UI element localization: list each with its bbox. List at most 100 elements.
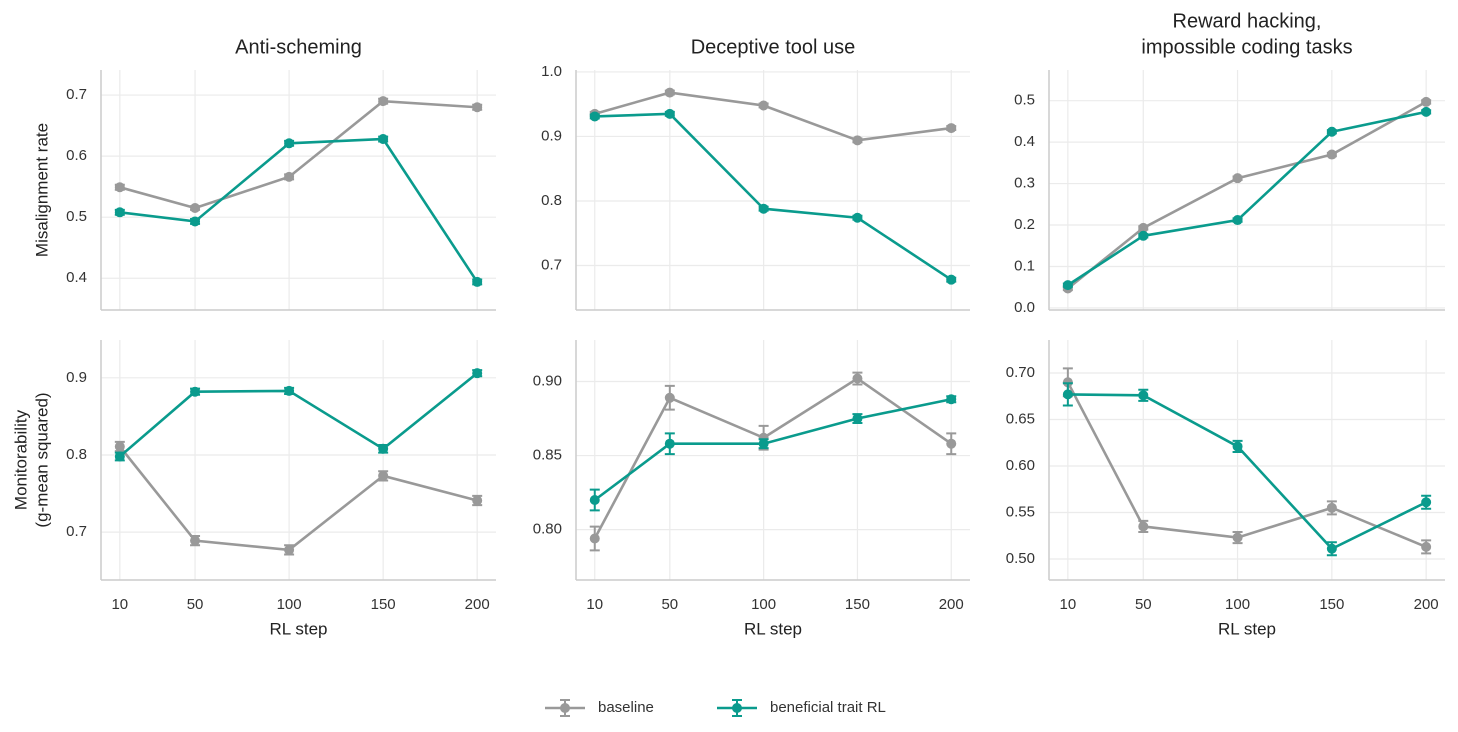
y-tick-label: 0.0 xyxy=(1014,299,1035,316)
x-tick-label: 150 xyxy=(371,596,396,613)
point xyxy=(1138,521,1149,532)
point xyxy=(114,182,125,193)
series-line xyxy=(119,99,478,210)
point xyxy=(852,373,863,384)
point xyxy=(472,495,483,506)
point xyxy=(1421,497,1432,508)
x-tick-label: 10 xyxy=(1060,596,1077,613)
series-line xyxy=(594,91,952,142)
point xyxy=(589,495,600,505)
point xyxy=(1421,541,1432,552)
legend-marker xyxy=(732,703,742,713)
y-axis-label: Monitorability xyxy=(11,409,30,510)
legend-item: beneficial trait RL xyxy=(717,699,886,717)
point xyxy=(852,413,863,424)
point xyxy=(114,207,125,218)
series-line xyxy=(118,372,479,458)
x-tick-label: 200 xyxy=(939,596,964,613)
point xyxy=(946,123,957,134)
x-tick-label: 100 xyxy=(751,596,776,613)
point xyxy=(1326,543,1337,554)
point xyxy=(1326,149,1337,160)
point xyxy=(472,102,483,113)
point xyxy=(284,171,295,182)
y-tick-label: 0.3 xyxy=(1014,175,1035,192)
y-axis-label: (g-mean squared) xyxy=(32,392,51,527)
point xyxy=(1232,441,1243,452)
y-tick-label: 0.7 xyxy=(541,256,562,273)
point xyxy=(190,535,201,546)
x-tick-label: 200 xyxy=(1414,596,1439,613)
point xyxy=(946,394,957,405)
x-tick-label: 100 xyxy=(277,596,302,613)
y-tick-label: 0.5 xyxy=(66,208,87,225)
point xyxy=(664,108,675,119)
point xyxy=(1421,106,1432,117)
panel-title: Deceptive tool use xyxy=(691,36,856,58)
point xyxy=(190,203,201,214)
y-tick-label: 0.90 xyxy=(533,372,562,389)
point xyxy=(378,134,389,145)
y-tick-label: 0.4 xyxy=(66,269,87,286)
point xyxy=(284,385,295,396)
point xyxy=(589,533,600,544)
y-tick-label: 0.6 xyxy=(66,147,87,164)
point xyxy=(284,544,295,555)
x-tick-label: 50 xyxy=(187,596,204,613)
point xyxy=(758,100,769,111)
point xyxy=(190,216,201,227)
y-tick-label: 0.9 xyxy=(66,369,87,386)
x-tick-label: 100 xyxy=(1225,596,1250,613)
point xyxy=(378,443,389,454)
y-tick-label: 1.0 xyxy=(541,63,562,80)
series-line xyxy=(119,137,479,283)
x-axis-label: RL step xyxy=(744,619,802,638)
panel-title: Anti-scheming xyxy=(235,36,362,58)
point xyxy=(1138,222,1149,233)
x-axis-label: RL step xyxy=(1218,619,1276,638)
y-tick-label: 0.8 xyxy=(541,192,562,209)
point xyxy=(1138,230,1149,241)
x-tick-label: 200 xyxy=(465,596,490,613)
series-line xyxy=(1067,100,1427,290)
point xyxy=(1062,389,1073,400)
point xyxy=(1232,532,1243,543)
y-tick-label: 0.5 xyxy=(1014,92,1035,109)
y-tick-label: 0.85 xyxy=(533,447,562,464)
series-line xyxy=(118,445,478,552)
series-line xyxy=(1067,110,1427,287)
x-tick-label: 50 xyxy=(1135,596,1152,613)
x-axis-label: RL step xyxy=(270,619,328,638)
x-tick-label: 150 xyxy=(1319,596,1344,613)
point xyxy=(472,368,483,379)
legend-marker xyxy=(560,703,570,713)
series-line xyxy=(594,112,952,281)
y-tick-label: 0.9 xyxy=(541,127,562,144)
point xyxy=(472,276,483,287)
y-tick-label: 0.55 xyxy=(1006,503,1035,520)
legend-label: beneficial trait RL xyxy=(770,699,886,716)
series-line xyxy=(1066,381,1427,549)
series-line xyxy=(593,397,952,502)
point xyxy=(852,212,863,223)
y-tick-label: 0.50 xyxy=(1006,550,1035,567)
y-tick-label: 0.70 xyxy=(1006,364,1035,381)
point xyxy=(378,470,389,481)
point xyxy=(1326,126,1337,137)
legend-label: baseline xyxy=(598,699,654,716)
y-tick-label: 0.2 xyxy=(1014,216,1035,233)
y-tick-label: 0.8 xyxy=(66,446,87,463)
point xyxy=(284,138,295,149)
point xyxy=(1232,173,1243,184)
point xyxy=(589,111,600,122)
y-tick-label: 0.7 xyxy=(66,523,87,540)
point xyxy=(378,96,389,107)
x-tick-label: 10 xyxy=(111,596,128,613)
point xyxy=(758,438,769,449)
y-tick-label: 0.1 xyxy=(1014,257,1035,274)
point xyxy=(114,441,125,452)
point xyxy=(946,274,957,285)
point xyxy=(946,438,957,449)
